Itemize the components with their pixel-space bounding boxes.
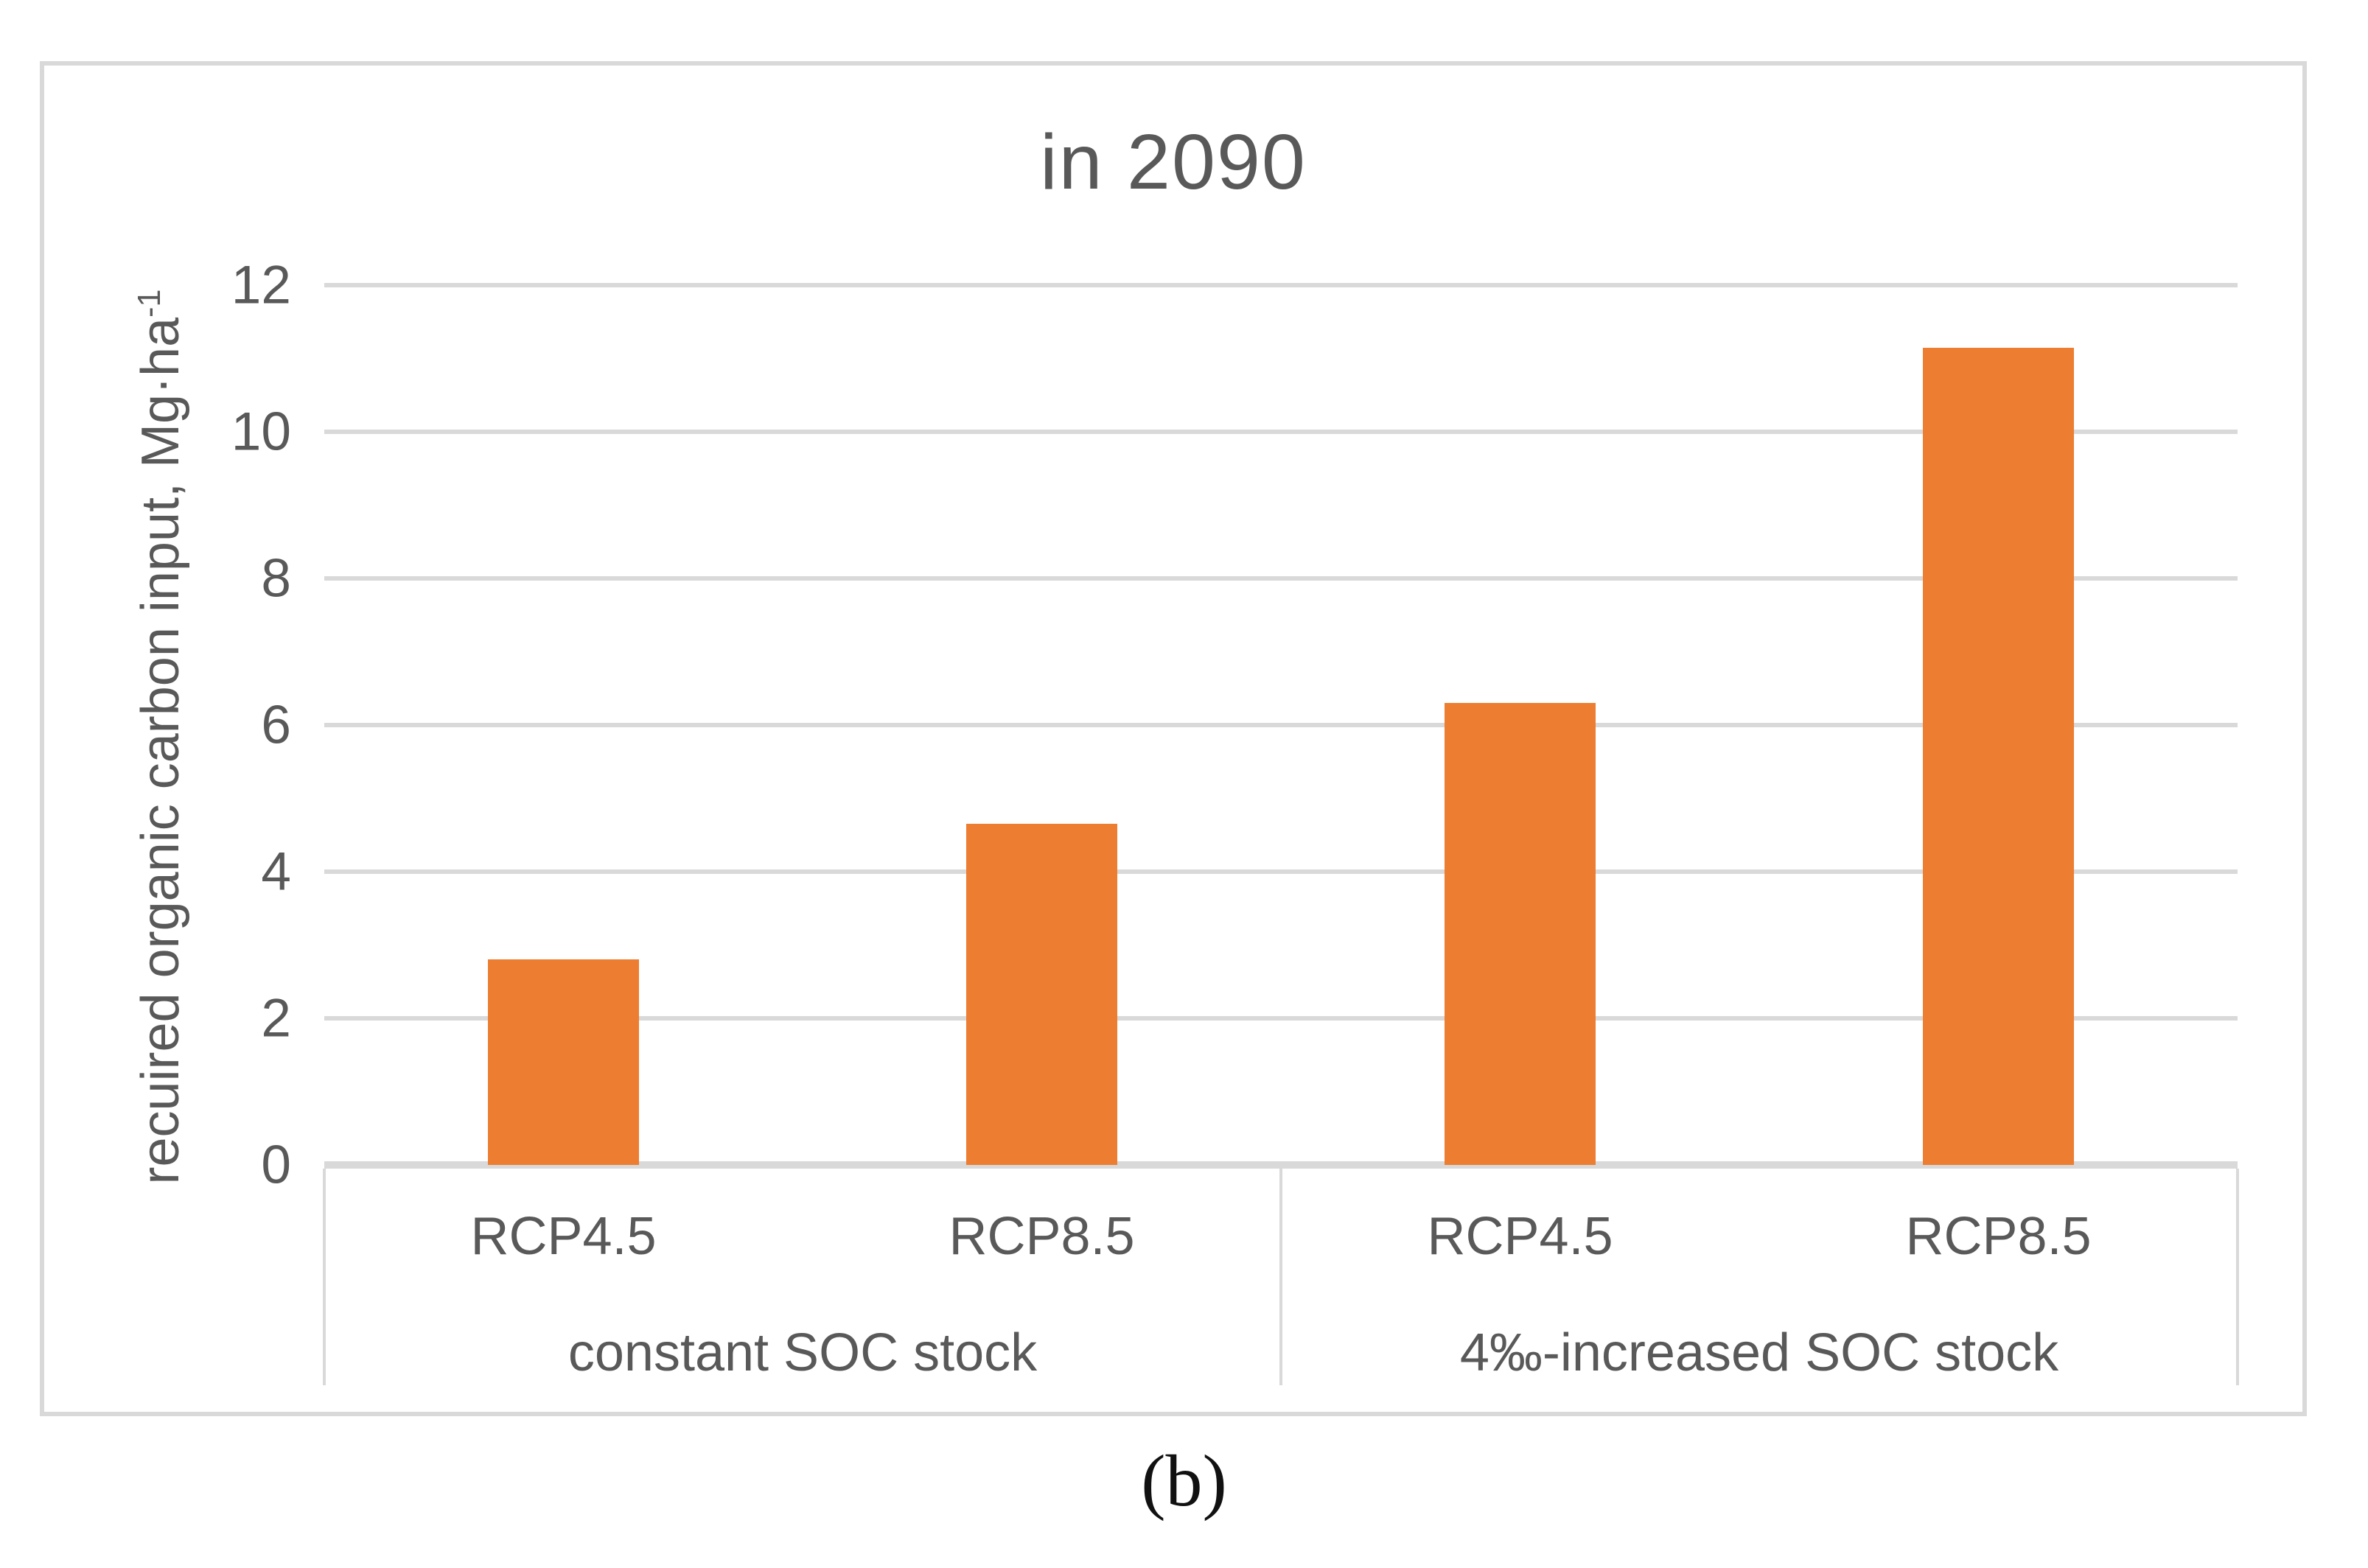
y-tick-label-10: 10 — [231, 402, 291, 462]
group-label-2: 4‰-increased SOC stock — [1459, 1323, 2059, 1382]
category-label-4: RCP8.5 — [1905, 1207, 2092, 1266]
y-tick-label-8: 8 — [261, 548, 291, 609]
category-label-1: RCP4.5 — [470, 1207, 657, 1266]
bar-4 — [1923, 347, 2074, 1165]
figure-caption: (b) — [1141, 1440, 1227, 1522]
bar-1 — [488, 959, 639, 1165]
y-tick-label-6: 6 — [261, 695, 291, 755]
axis-table-divider-2 — [1279, 1169, 1282, 1385]
gridline-y12 — [324, 283, 2238, 287]
group-label-1: constant SOC stock — [567, 1323, 1038, 1382]
x-axis-line — [324, 1161, 2238, 1169]
bar-2 — [966, 824, 1117, 1165]
category-label-3: RCP4.5 — [1427, 1207, 1613, 1266]
y-tick-label-2: 2 — [261, 988, 291, 1049]
y-tick-label-4: 4 — [261, 841, 291, 902]
gridline-y10 — [324, 430, 2238, 434]
axis-table-divider-1 — [323, 1169, 326, 1385]
y-tick-label-0: 0 — [261, 1135, 291, 1195]
gridline-y6 — [324, 723, 2238, 727]
category-label-2: RCP8.5 — [949, 1207, 1135, 1266]
bar-3 — [1445, 703, 1596, 1165]
chart-title: in 2090 — [1040, 119, 1307, 206]
gridline-y2 — [324, 1016, 2238, 1021]
gridline-y8 — [324, 576, 2238, 581]
y-tick-label-12: 12 — [231, 255, 291, 315]
axis-table-divider-3 — [2236, 1169, 2239, 1385]
gridline-y4 — [324, 869, 2238, 874]
